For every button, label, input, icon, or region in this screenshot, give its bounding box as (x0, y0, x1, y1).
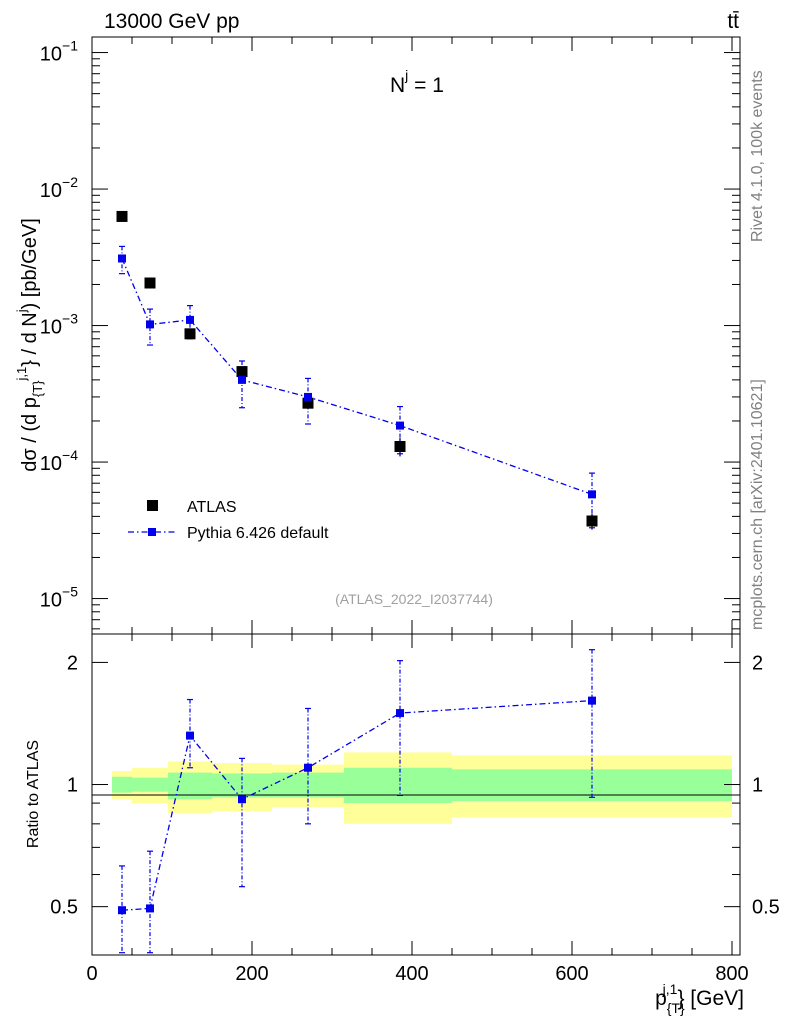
ratio-stat-band (132, 777, 168, 792)
pythia-point (396, 421, 404, 430)
pythia-point (146, 320, 154, 329)
main-ytick-label: 10−3 (40, 311, 78, 339)
ratio-ytick-label-right: 1 (752, 775, 763, 797)
ratio-xtick-label: 200 (235, 963, 268, 985)
ratio-pythia-point (118, 906, 126, 915)
ratio-xlabel: p{T}j,1} [GeV] (655, 981, 744, 1016)
ratio-stat-band (212, 773, 272, 798)
ratio-panel: 0.5 0.5 1 1 2 2 0 200 400 600 800 Ratio to ATLAS p… (25, 633, 780, 1016)
atlas-point (394, 441, 406, 453)
ratio-ytick-label-right: 0.5 (752, 897, 780, 919)
main-panel: 10−1 10−2 10−3 10−4 10−5 Nj = 1 (ATLAS_2022_… (14, 36, 741, 635)
atlas-point (184, 328, 196, 340)
atlas-point (144, 277, 156, 289)
ratio-stat-band (344, 767, 452, 804)
main-ytick-label: 10−2 (40, 174, 78, 202)
ratio-ytick-label-left: 2 (67, 652, 78, 674)
main-ytick-label: 10−5 (40, 584, 78, 612)
pythia-point (118, 254, 126, 263)
atlas-point (236, 366, 248, 378)
ratio-pythia-point (238, 795, 246, 804)
pythia-line (121, 258, 593, 495)
legend-pythia-label: Pythia 6.426 default (187, 525, 329, 542)
header-right: tt̄ (727, 10, 739, 33)
legend-atlas-label: ATLAS (187, 499, 237, 516)
legend-atlas-marker (147, 500, 158, 511)
ratio-xtick-label: 600 (555, 963, 588, 985)
ratio-xtick-label: 400 (395, 963, 428, 985)
pythia-point (186, 315, 194, 324)
ratio-xtick-label: 0 (86, 963, 97, 985)
ratio-pythia-point (304, 763, 312, 772)
header-left: 13000 GeV pp (104, 10, 239, 33)
main-watermark: (ATLAS_2022_I2037744) (335, 591, 493, 607)
pythia-point (238, 375, 246, 384)
atlas-point (116, 210, 128, 222)
atlas-point (302, 397, 314, 409)
ratio-pythia-point (588, 696, 596, 705)
main-annotation: Nj = 1 (390, 67, 444, 97)
main-ytick-label: 10−4 (40, 447, 78, 475)
rivet-label: Rivet 4.1.0, 100k events (749, 70, 766, 242)
ratio-pythia-point (186, 731, 194, 740)
main-ylabel: dσ / (d p{T}j,1} / d Nj) [pb/GeV] (14, 218, 45, 472)
pythia-point (588, 490, 596, 499)
ratio-ytick-label-right: 2 (752, 652, 763, 674)
ratio-xtick-label: 800 (715, 963, 748, 985)
ratio-pythia-point (146, 904, 154, 913)
legend: ATLAS Pythia 6.426 default (128, 499, 329, 542)
atlas-point (586, 515, 598, 527)
ratio-pythia-point (396, 709, 404, 718)
ratio-frame (91, 633, 741, 956)
main-ytick-label: 10−1 (40, 38, 78, 66)
ratio-ytick-label-left: 0.5 (50, 897, 78, 919)
ratio-ylabel: Ratio to ATLAS (25, 740, 42, 848)
legend-pythia-marker (148, 528, 156, 536)
ratio-stat-band (112, 776, 132, 793)
pythia-point (304, 392, 312, 401)
ratio-stat-band (272, 772, 344, 798)
mcplots-label: mcplots.cern.ch [arXiv:2401.10621] (749, 379, 766, 630)
ratio-ytick-label-left: 1 (67, 775, 78, 797)
